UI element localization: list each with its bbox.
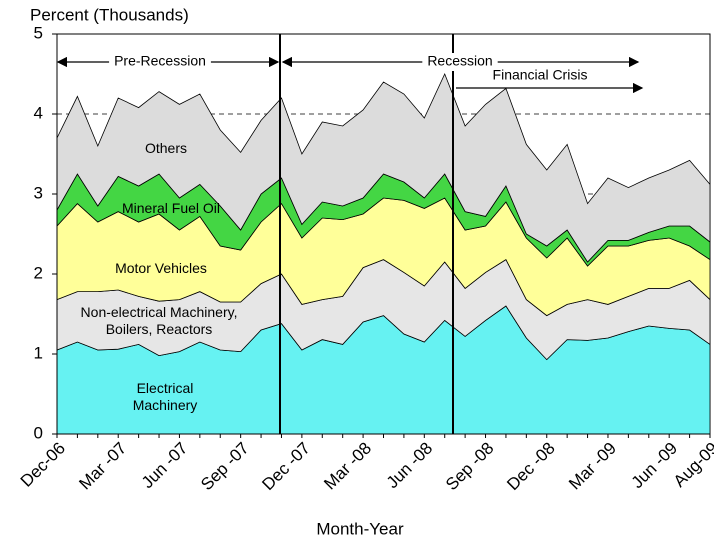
- x-axis-label: Month-Year: [316, 519, 404, 538]
- series-label: Non-electrical Machinery, Boilers, React…: [80, 304, 238, 337]
- y-tick-label: 3: [34, 183, 43, 202]
- x-tick-label: Jun -07: [138, 439, 192, 493]
- x-tick-label: Aug-09: [670, 439, 714, 491]
- x-tick-label: Dec -07: [258, 439, 314, 495]
- annotation: Recession: [427, 53, 492, 69]
- area: [56, 72, 711, 263]
- x-tick-label: Mar -09: [565, 439, 620, 494]
- y-tick-label: 1: [34, 343, 43, 362]
- y-tick-label: 0: [34, 423, 43, 442]
- annotation: Financial Crisis: [493, 67, 588, 83]
- y-tick-label: 2: [34, 263, 43, 282]
- y-axis-label: Percent (Thousands): [30, 5, 189, 24]
- x-tick-label: Jun -09: [628, 439, 682, 493]
- series-label: Others: [144, 140, 187, 156]
- x-tick-label: Jun -08: [383, 439, 437, 493]
- x-tick-label: Mar -08: [320, 439, 375, 494]
- x-tick-label: Dec -08: [503, 439, 559, 495]
- series-label: Electrical Machinery: [132, 380, 198, 413]
- annotation-bg: [109, 53, 211, 71]
- annotation-bg: [422, 53, 498, 71]
- x-tick-label: Sep -07: [197, 439, 253, 495]
- annotation: Pre-Recession: [114, 53, 206, 69]
- x-tick-label: Mar -07: [75, 439, 130, 494]
- x-tick-label: Sep -08: [442, 439, 498, 495]
- y-tick-label: 5: [34, 23, 43, 42]
- series-label: Mineral Fuel Oil: [121, 200, 221, 216]
- series-label: Motor Vehicles: [115, 260, 207, 276]
- x-tick-label: Dec-06: [17, 439, 69, 491]
- y-tick-label: 4: [34, 103, 43, 122]
